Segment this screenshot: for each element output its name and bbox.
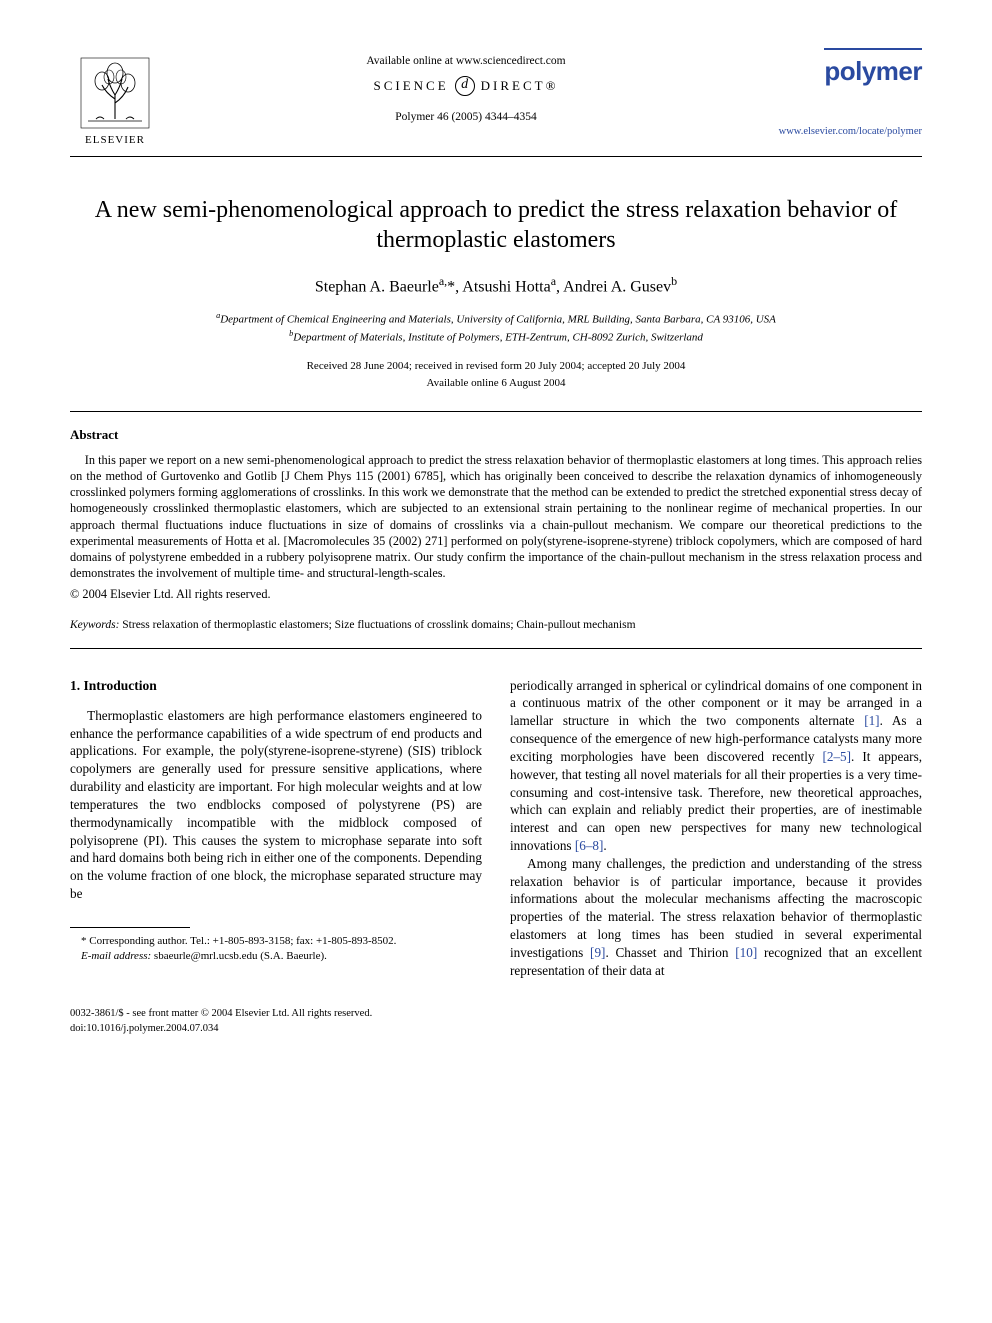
science-direct-logo: SCIENCE d DIRECT®	[374, 76, 559, 96]
page-header: ELSEVIER Available online at www.science…	[70, 48, 922, 148]
email-label: E-mail address:	[81, 950, 151, 962]
affiliation-a: aDepartment of Chemical Engineering and …	[70, 310, 922, 328]
center-header: Available online at www.sciencedirect.co…	[160, 48, 772, 125]
affiliations: aDepartment of Chemical Engineering and …	[70, 310, 922, 346]
received-date: Received 28 June 2004; received in revis…	[70, 358, 922, 375]
abstract-copyright: © 2004 Elsevier Ltd. All rights reserved…	[70, 586, 922, 603]
body-columns: 1. Introduction Thermoplastic elastomers…	[70, 677, 922, 980]
ref-link-10[interactable]: [10]	[735, 945, 757, 960]
keywords-line: Keywords: Stress relaxation of thermopla…	[70, 618, 922, 634]
elsevier-tree-icon	[80, 57, 150, 129]
footer-doi: doi:10.1016/j.polymer.2004.07.034	[70, 1022, 922, 1037]
footer-issn: 0032-3861/$ - see front matter © 2004 El…	[70, 1007, 922, 1022]
sd-right: DIRECT®	[481, 77, 559, 95]
ref-link-2-5[interactable]: [2–5]	[822, 749, 851, 764]
intro-para-1: Thermoplastic elastomers are high perfor…	[70, 707, 482, 903]
intro-para-1-cont: periodically arranged in spherical or cy…	[510, 677, 922, 855]
sd-symbol-icon: d	[455, 76, 475, 96]
ref-link-6-8[interactable]: [6–8]	[575, 838, 604, 853]
sd-left: SCIENCE	[374, 77, 449, 95]
footnote-rule	[70, 927, 190, 928]
abstract-body: In this paper we report on a new semi-ph…	[70, 452, 922, 582]
ref-link-9[interactable]: [9]	[590, 945, 605, 960]
journal-brand-title: polymer	[824, 54, 922, 89]
email-footnote: E-mail address: sbaeurle@mrl.ucsb.edu (S…	[70, 949, 482, 964]
journal-brand-block: polymer www.elsevier.com/locate/polymer	[772, 48, 922, 139]
left-column: 1. Introduction Thermoplastic elastomers…	[70, 677, 482, 980]
online-date: Available online 6 August 2004	[70, 375, 922, 392]
abstract-heading: Abstract	[70, 426, 922, 444]
corresponding-author-footnote: * Corresponding author. Tel.: +1-805-893…	[70, 934, 482, 949]
publisher-logo: ELSEVIER	[70, 48, 160, 148]
header-rule	[70, 156, 922, 157]
article-title: A new semi-phenomenological approach to …	[94, 195, 898, 255]
article-dates: Received 28 June 2004; received in revis…	[70, 358, 922, 391]
page-footer: 0032-3861/$ - see front matter © 2004 El…	[70, 1007, 922, 1036]
affiliation-b: bDepartment of Materials, Institute of P…	[70, 328, 922, 346]
journal-reference: Polymer 46 (2005) 4344–4354	[160, 110, 772, 126]
keywords-label: Keywords:	[70, 619, 119, 631]
journal-homepage-link[interactable]: www.elsevier.com/locate/polymer	[772, 125, 922, 139]
keywords-text: Stress relaxation of thermoplastic elast…	[122, 619, 635, 631]
publisher-name: ELSEVIER	[85, 133, 145, 148]
ref-link-1[interactable]: [1]	[864, 713, 879, 728]
intro-para-2: Among many challenges, the prediction an…	[510, 855, 922, 980]
right-column: periodically arranged in spherical or cy…	[510, 677, 922, 980]
email-address[interactable]: sbaeurle@mrl.ucsb.edu (S.A. Baeurle).	[154, 950, 327, 962]
authors-line: Stephan A. Baeurlea,*, Atsushi Hottaa, A…	[70, 273, 922, 298]
available-online-text: Available online at www.sciencedirect.co…	[160, 54, 772, 70]
abstract-top-rule	[70, 411, 922, 412]
intro-heading: 1. Introduction	[70, 677, 482, 695]
abstract-bottom-rule	[70, 648, 922, 649]
